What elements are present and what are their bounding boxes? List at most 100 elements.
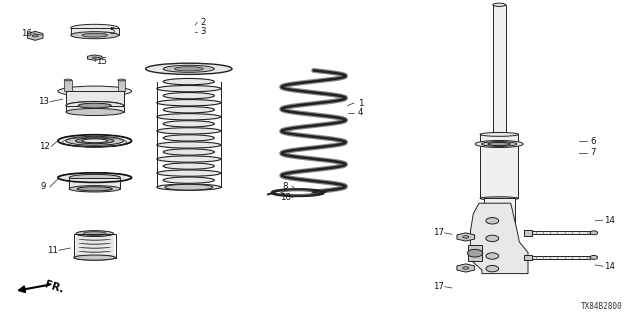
Circle shape	[467, 249, 483, 257]
Polygon shape	[457, 233, 475, 241]
Polygon shape	[484, 198, 515, 234]
Ellipse shape	[83, 232, 106, 236]
Polygon shape	[66, 91, 124, 106]
Text: 3: 3	[201, 28, 206, 36]
Polygon shape	[64, 80, 72, 91]
Polygon shape	[529, 256, 590, 259]
Ellipse shape	[163, 92, 214, 99]
Ellipse shape	[66, 136, 124, 145]
Circle shape	[486, 266, 499, 272]
Circle shape	[486, 235, 499, 242]
Ellipse shape	[163, 121, 214, 127]
Ellipse shape	[157, 128, 221, 134]
Circle shape	[486, 218, 499, 224]
Polygon shape	[76, 234, 113, 237]
Polygon shape	[76, 250, 113, 253]
Ellipse shape	[163, 65, 214, 72]
Ellipse shape	[92, 57, 97, 58]
Text: 12: 12	[39, 142, 51, 151]
Ellipse shape	[463, 267, 469, 269]
Ellipse shape	[78, 103, 111, 108]
Ellipse shape	[157, 156, 221, 162]
Text: 1: 1	[358, 99, 363, 108]
Text: 13: 13	[38, 97, 49, 106]
Polygon shape	[66, 106, 124, 112]
Ellipse shape	[163, 149, 214, 155]
Text: 17: 17	[433, 282, 444, 291]
Ellipse shape	[493, 3, 506, 6]
Ellipse shape	[58, 135, 132, 147]
Text: 10: 10	[280, 193, 291, 202]
Ellipse shape	[69, 186, 120, 192]
Ellipse shape	[82, 33, 108, 37]
Ellipse shape	[77, 187, 113, 191]
Text: 8: 8	[283, 182, 288, 191]
Polygon shape	[470, 203, 528, 274]
Text: 15: 15	[95, 57, 107, 66]
Ellipse shape	[163, 78, 214, 85]
Polygon shape	[524, 254, 532, 260]
Text: 9: 9	[41, 182, 46, 191]
Ellipse shape	[163, 135, 214, 141]
Circle shape	[486, 253, 499, 259]
Ellipse shape	[74, 255, 115, 260]
Ellipse shape	[157, 114, 221, 120]
Ellipse shape	[76, 247, 113, 252]
Ellipse shape	[76, 251, 113, 256]
Ellipse shape	[157, 142, 221, 148]
Ellipse shape	[163, 177, 214, 183]
Ellipse shape	[165, 184, 212, 190]
Ellipse shape	[145, 63, 232, 74]
Ellipse shape	[66, 102, 124, 109]
Ellipse shape	[32, 35, 38, 37]
Ellipse shape	[482, 141, 517, 147]
Polygon shape	[76, 237, 113, 242]
Ellipse shape	[76, 235, 113, 240]
Polygon shape	[457, 264, 475, 272]
Polygon shape	[76, 246, 113, 250]
Polygon shape	[28, 31, 43, 40]
Polygon shape	[69, 178, 120, 189]
Text: 5: 5	[110, 28, 115, 36]
Ellipse shape	[64, 79, 72, 81]
Ellipse shape	[463, 236, 469, 238]
Ellipse shape	[480, 197, 518, 200]
Ellipse shape	[58, 86, 132, 96]
Ellipse shape	[480, 132, 518, 136]
Ellipse shape	[76, 243, 113, 248]
Ellipse shape	[70, 24, 119, 31]
Ellipse shape	[66, 108, 124, 116]
Ellipse shape	[174, 67, 204, 71]
Ellipse shape	[488, 142, 511, 146]
Ellipse shape	[590, 255, 598, 259]
Text: 7: 7	[591, 148, 596, 157]
Ellipse shape	[476, 140, 524, 148]
Ellipse shape	[157, 85, 221, 92]
Ellipse shape	[82, 139, 108, 143]
Text: 14: 14	[604, 262, 615, 271]
Polygon shape	[529, 231, 590, 234]
Ellipse shape	[157, 184, 221, 190]
Text: 17: 17	[433, 228, 444, 237]
Ellipse shape	[118, 79, 125, 81]
Text: TX84B2800: TX84B2800	[580, 302, 623, 311]
Ellipse shape	[69, 174, 120, 181]
Ellipse shape	[76, 138, 114, 144]
Text: 11: 11	[47, 246, 58, 255]
Ellipse shape	[76, 239, 113, 244]
Text: 16: 16	[21, 29, 33, 38]
Ellipse shape	[66, 101, 124, 110]
Polygon shape	[480, 134, 518, 198]
Text: FR.: FR.	[44, 279, 65, 294]
Text: 6: 6	[591, 137, 596, 146]
Ellipse shape	[163, 107, 214, 113]
Polygon shape	[524, 230, 532, 236]
Polygon shape	[88, 55, 102, 60]
Polygon shape	[493, 5, 506, 134]
Polygon shape	[468, 245, 482, 261]
Polygon shape	[74, 253, 115, 258]
Ellipse shape	[157, 170, 221, 176]
Ellipse shape	[590, 231, 598, 235]
Text: 14: 14	[604, 216, 615, 225]
Text: 2: 2	[201, 18, 206, 27]
